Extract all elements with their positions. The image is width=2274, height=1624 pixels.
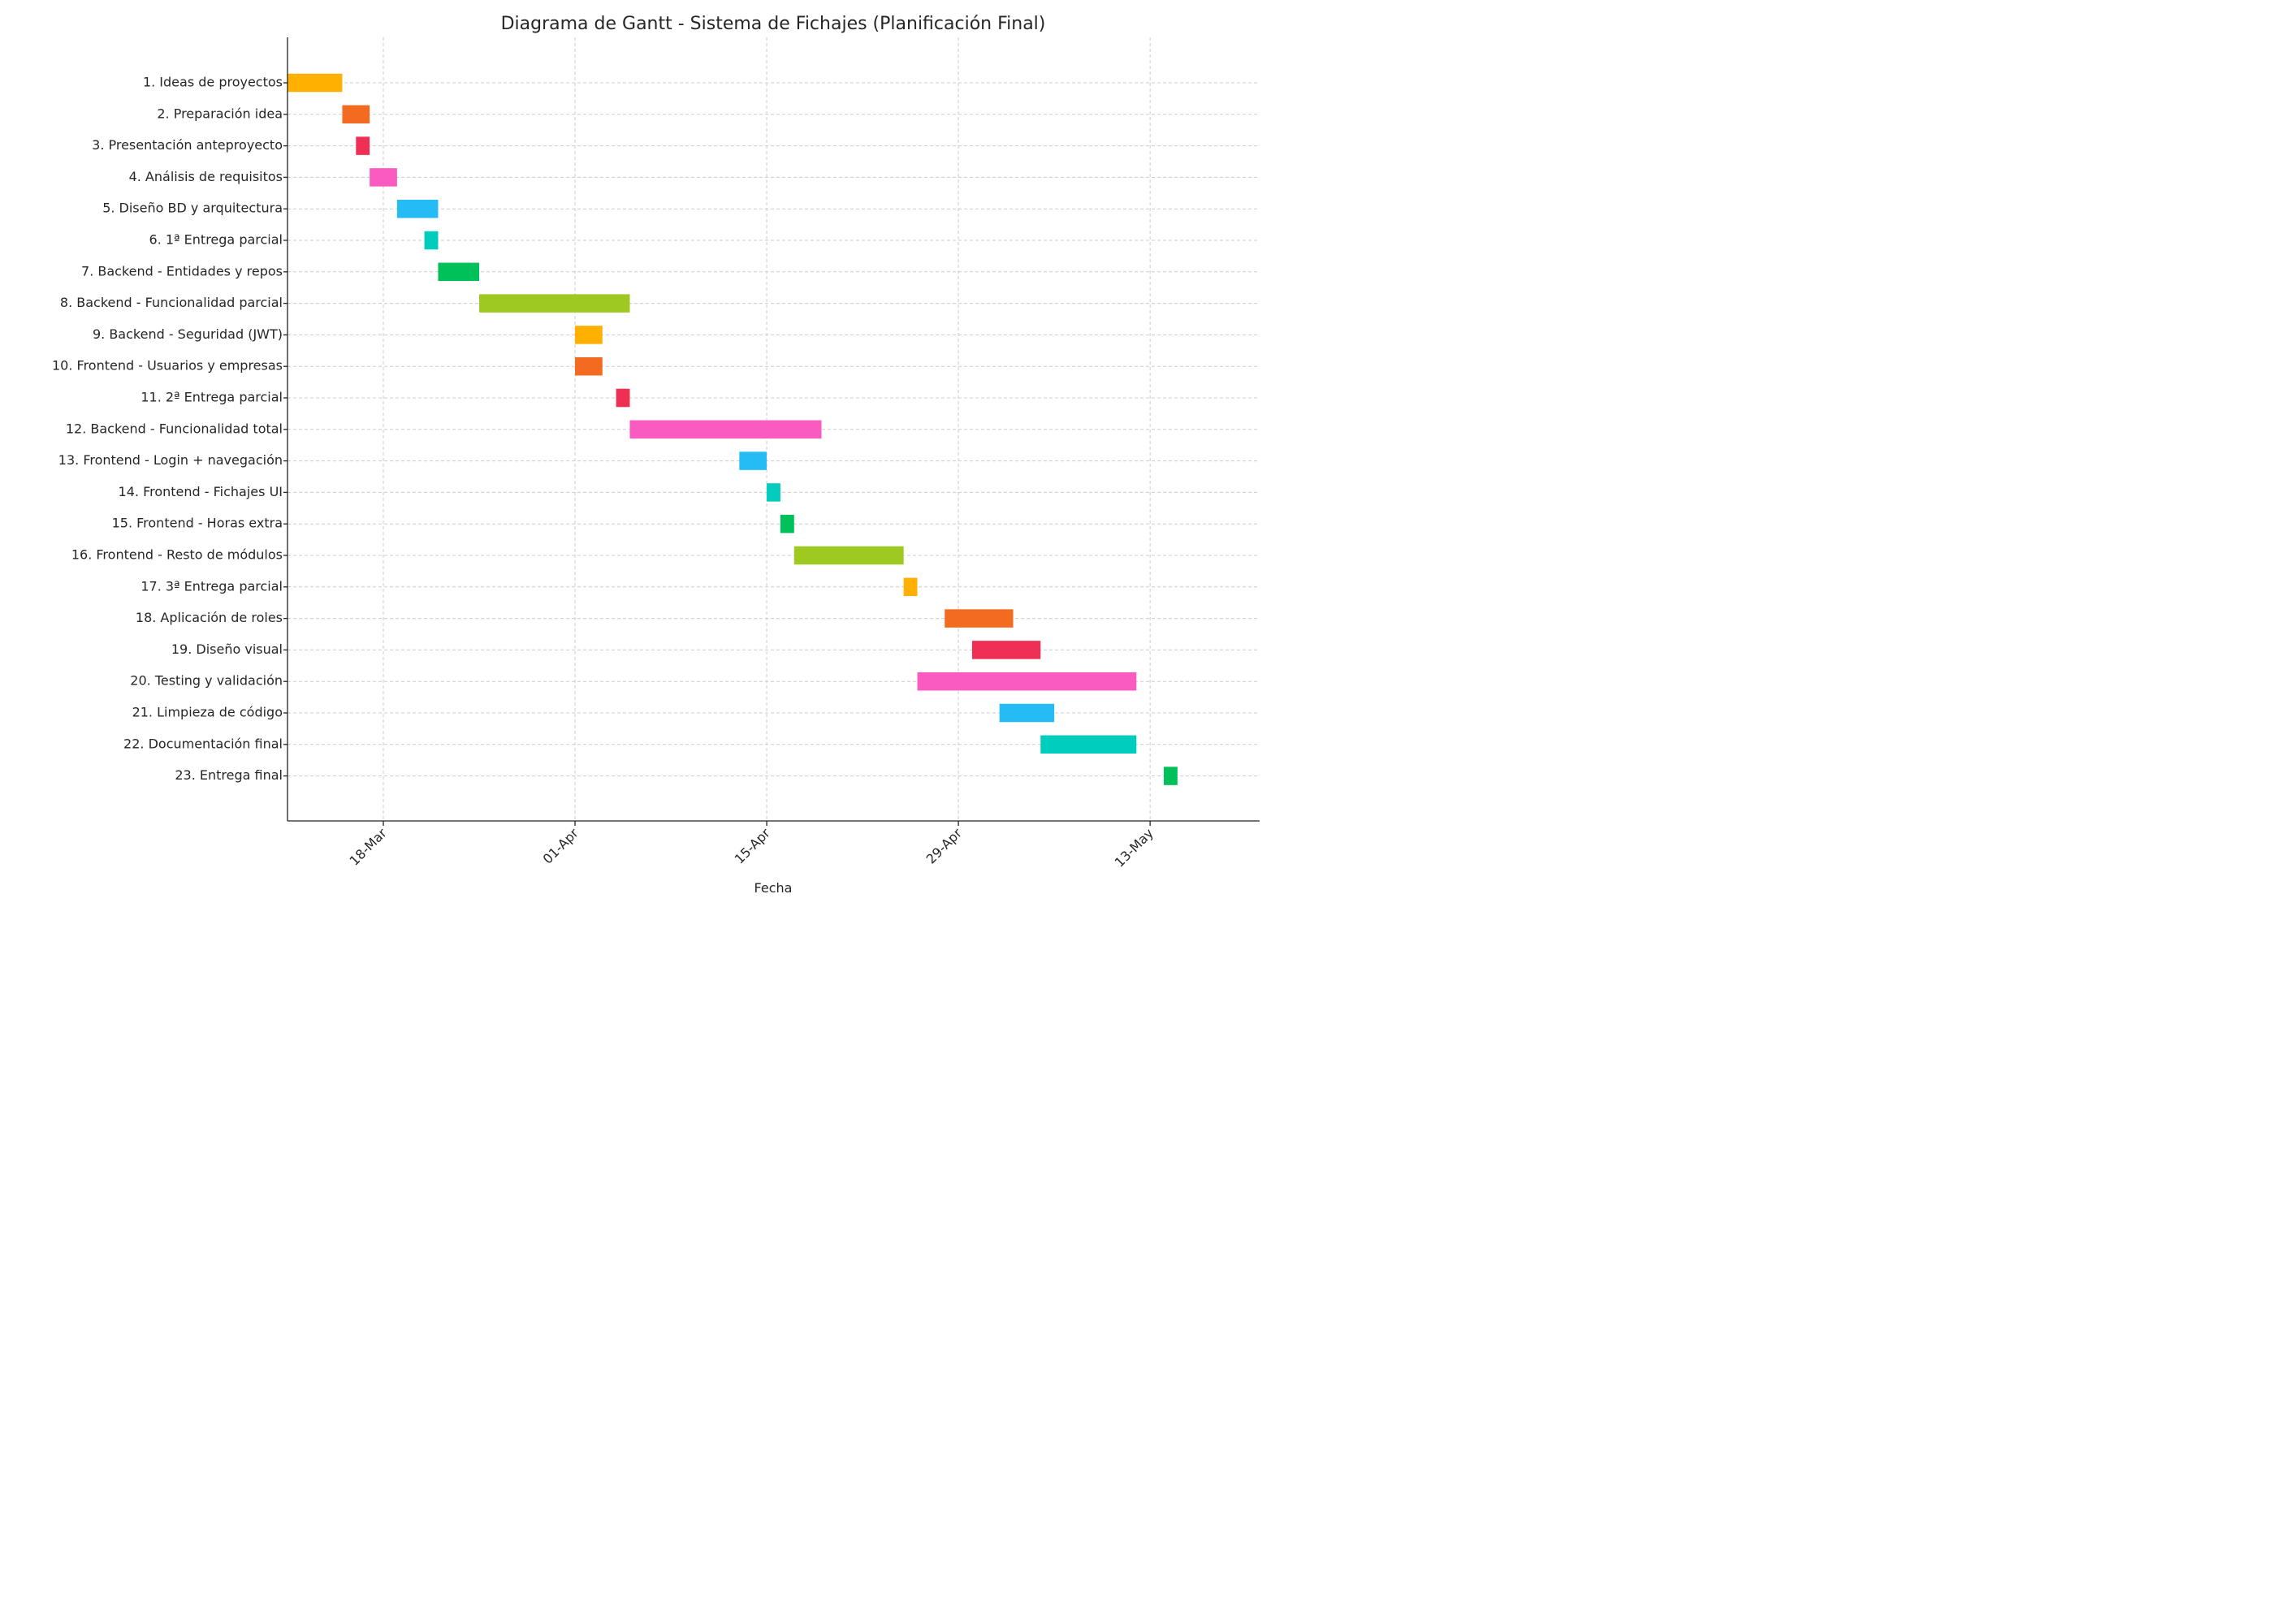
- task-bar: [917, 672, 1137, 691]
- task-bar: [793, 546, 904, 565]
- task-bar: [287, 73, 343, 93]
- task-bar: [1163, 767, 1178, 785]
- task-labels: 1. Ideas de proyectos 2. Preparación idea…: [52, 75, 283, 784]
- task-label: 11. 2ª Entrega parcial: [141, 390, 283, 405]
- gantt-chart: 1. Ideas de proyectos 2. Preparación idea…: [0, 0, 1273, 905]
- task-bar: [342, 105, 370, 124]
- task-label: 5. Diseño BD y arquitectura: [102, 201, 283, 216]
- task-label: 8. Backend - Funcionalidad parcial: [60, 295, 283, 310]
- task-bar: [767, 483, 780, 502]
- task-label: 13. Frontend - Login + navegación: [58, 452, 283, 468]
- task-label: 12. Backend - Funcionalidad total: [66, 421, 283, 436]
- task-bar: [903, 577, 918, 597]
- chart-background: [0, 0, 1273, 905]
- task-bar: [356, 136, 370, 155]
- task-label: 22. Documentación final: [123, 736, 283, 751]
- task-label: 7. Backend - Entidades y repos: [81, 263, 283, 279]
- task-bar: [575, 326, 603, 344]
- task-label: 21. Limpieza de código: [132, 705, 283, 720]
- x-axis-label: Fecha: [754, 880, 793, 896]
- task-label: 1. Ideas de proyectos: [143, 75, 283, 90]
- task-bar: [780, 514, 794, 533]
- task-label: 9. Backend - Seguridad (JWT): [93, 326, 283, 342]
- task-bars: [287, 73, 1178, 785]
- task-bar: [971, 641, 1041, 659]
- task-label: 4. Análisis de requisitos: [129, 169, 283, 184]
- task-bar: [616, 388, 630, 408]
- task-bar: [629, 420, 822, 439]
- task-bar: [1040, 735, 1137, 754]
- task-label: 6. 1ª Entrega parcial: [149, 232, 283, 248]
- task-label: 18. Aplicación de roles: [136, 610, 283, 625]
- task-bar: [575, 356, 603, 376]
- task-label: 3. Presentación anteproyecto: [92, 137, 283, 153]
- task-label: 20. Testing y validación: [130, 673, 283, 689]
- chart-title: Diagrama de Gantt - Sistema de Fichajes …: [501, 14, 1046, 34]
- task-bar: [999, 703, 1055, 723]
- task-bar: [396, 199, 439, 218]
- task-label: 15. Frontend - Horas extra: [112, 516, 283, 531]
- task-label: 14. Frontend - Fichajes UI: [119, 484, 283, 499]
- task-bar: [479, 294, 630, 313]
- task-label: 19. Diseño visual: [171, 641, 283, 657]
- task-bar: [739, 451, 767, 470]
- task-label: 16. Frontend - Resto de módulos: [71, 547, 283, 563]
- task-bar: [424, 231, 439, 250]
- task-label: 2. Preparación idea: [157, 106, 283, 121]
- task-label: 17. 3ª Entrega parcial: [141, 578, 283, 594]
- task-bar: [438, 262, 480, 282]
- task-label: 23. Entrega final: [175, 767, 283, 783]
- task-label: 10. Frontend - Usuarios y empresas: [52, 358, 283, 374]
- task-bar: [370, 168, 397, 187]
- task-bar: [945, 609, 1014, 628]
